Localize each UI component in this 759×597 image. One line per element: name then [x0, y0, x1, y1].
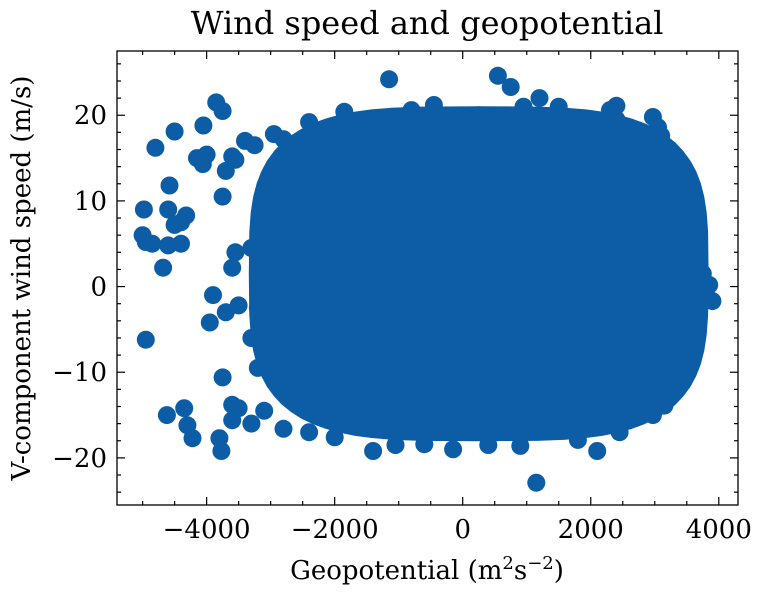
- scatter-point: [325, 428, 344, 447]
- scatter-point: [226, 243, 245, 262]
- scatter-point: [223, 411, 242, 430]
- scatter-point: [248, 299, 267, 317]
- dense-point-cloud: [248, 106, 709, 442]
- scatter-point: [248, 358, 267, 377]
- scatter-point: [684, 238, 703, 257]
- scatter-point: [402, 101, 421, 120]
- scatter-point: [213, 102, 232, 120]
- scatter-point: [212, 442, 231, 460]
- scatter-point: [226, 150, 245, 169]
- scatter-point: [200, 313, 219, 332]
- scatter-point: [514, 97, 533, 116]
- scatter-point: [274, 419, 293, 438]
- scatter-point: [351, 114, 370, 133]
- scatter-point: [511, 436, 530, 455]
- scatter-point: [160, 176, 179, 195]
- scatter-point: [204, 286, 222, 305]
- scatter-point: [668, 190, 687, 209]
- x-tick-label: −4000: [163, 515, 251, 545]
- scatter-point: [242, 414, 261, 433]
- scatter-point: [255, 273, 274, 292]
- y-tick-label: 0: [90, 273, 107, 303]
- scatter-point: [687, 310, 706, 329]
- scatter-point: [255, 401, 274, 420]
- scatter-point: [300, 113, 319, 132]
- plot-frame: [116, 50, 739, 506]
- scatter-point: [335, 102, 354, 121]
- scatter-point: [194, 116, 213, 135]
- scatter-point: [661, 376, 680, 395]
- x-tick-label: −2000: [291, 515, 379, 545]
- scatter-point: [172, 234, 190, 253]
- scatter-point: [658, 155, 677, 174]
- scatter-point: [681, 324, 699, 343]
- x-tick-label: 0: [454, 515, 471, 545]
- scatter-point: [674, 347, 693, 366]
- y-axis-label: V-component wind speed (m/s): [7, 76, 37, 482]
- scatter-point: [610, 423, 629, 442]
- scatter-point: [229, 296, 248, 315]
- scatter-point: [183, 429, 202, 448]
- scatter-point: [697, 284, 715, 303]
- scatter-point: [157, 406, 176, 425]
- scatter-point: [300, 423, 319, 442]
- x-axis-label: Geopotential (m2s−2): [290, 553, 564, 586]
- scatter-point: [245, 136, 264, 155]
- scatter-point: [415, 435, 434, 454]
- scatter-point: [444, 440, 463, 459]
- scatter-point: [213, 368, 232, 387]
- chart-title: Wind speed and geopotential: [191, 4, 664, 42]
- scatter-point: [242, 329, 261, 347]
- scatter-point: [440, 109, 459, 128]
- scatter-point: [252, 233, 270, 251]
- y-tick-label: 20: [74, 101, 107, 131]
- dense-cloud-region: [248, 106, 709, 442]
- scatter-point: [488, 66, 507, 85]
- scatter-point: [530, 89, 549, 108]
- scatter-point: [607, 96, 626, 115]
- scatter-point: [134, 200, 153, 219]
- scatter-point: [146, 138, 165, 157]
- scatter-point: [588, 442, 607, 460]
- scatter-point: [175, 399, 194, 418]
- scatter-point: [154, 258, 173, 277]
- scatter-point: [643, 406, 662, 425]
- scatter-point: [380, 70, 399, 89]
- scatter-point: [159, 200, 178, 219]
- scatter-point: [527, 473, 546, 492]
- scatter-point: [607, 110, 626, 129]
- scatter-point: [197, 145, 216, 164]
- scatter-points: [133, 66, 722, 492]
- x-axis-ticks: −4000 −2000 0 2000 4000: [142, 51, 752, 545]
- scatter-point: [655, 174, 674, 193]
- y-tick-label: 10: [74, 187, 107, 217]
- scatter-point: [549, 97, 568, 116]
- scatter-point: [469, 106, 488, 125]
- scatter-point: [143, 234, 162, 253]
- scatter-point: [364, 442, 383, 460]
- scatter-point: [172, 213, 190, 232]
- y-axis-ticks: −20 −10 0 10 20: [52, 63, 738, 493]
- x-tick-label: 2000: [558, 515, 624, 545]
- scatter-point: [386, 436, 405, 454]
- scatter-point: [501, 78, 520, 96]
- scatter-point: [213, 187, 232, 206]
- scatter-point: [568, 430, 587, 449]
- y-tick-label: −20: [52, 444, 107, 474]
- scatter-point: [626, 128, 645, 147]
- x-tick-label: 4000: [686, 515, 752, 545]
- scatter-point: [165, 122, 184, 141]
- scatter-point: [620, 407, 639, 426]
- scatter-point: [424, 96, 443, 114]
- scatter-point: [136, 330, 155, 349]
- scatter-point: [274, 130, 293, 149]
- axes-frame: [116, 50, 739, 506]
- scatter-point: [652, 126, 671, 145]
- scatter-point: [223, 258, 242, 277]
- scatter-point: [674, 209, 693, 227]
- scatter-point: [479, 436, 498, 454]
- y-tick-label: −10: [52, 358, 107, 388]
